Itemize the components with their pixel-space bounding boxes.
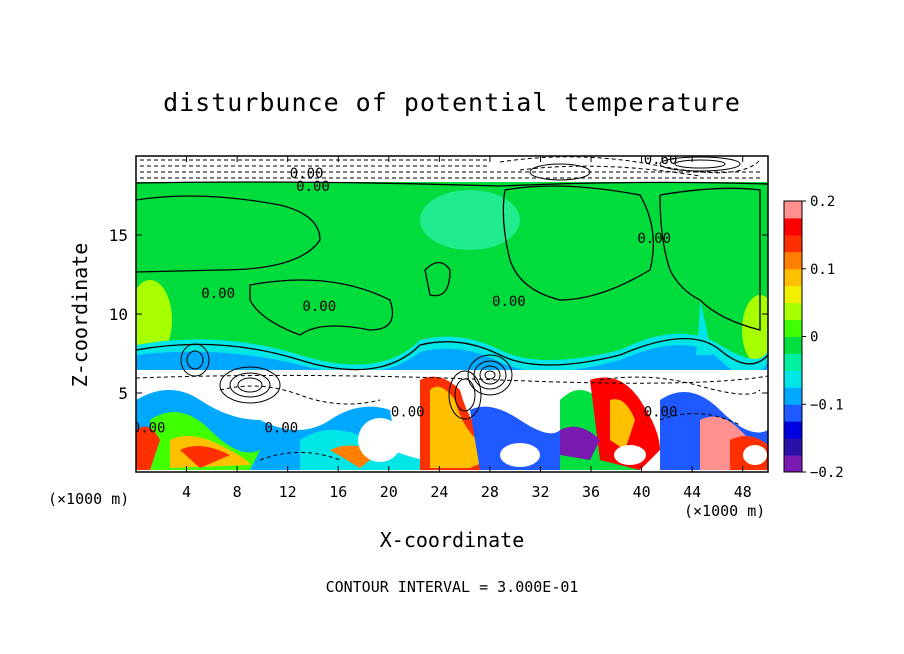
- colorbar-swatch: [784, 302, 802, 321]
- contour-label: 0.00: [290, 166, 324, 182]
- colorbar-swatch: [784, 421, 802, 439]
- contour-label: 0.00: [302, 299, 336, 315]
- chart-title: disturbunce of potential temperature: [163, 88, 741, 117]
- contour-label: 0.00: [201, 286, 235, 302]
- y-axis-ticks: 5 10 15: [109, 226, 768, 403]
- x-tick-label: 8: [233, 483, 242, 501]
- colorbar-swatch: [784, 234, 802, 253]
- y-tick-label: 10: [109, 305, 128, 324]
- lower-blob-4: [180, 446, 230, 468]
- colorbar-swatch: [784, 251, 802, 270]
- contour-line: [136, 181, 768, 187]
- lower-blob-12: [610, 399, 635, 450]
- x-unit-label-left: (×1000 m): [48, 490, 130, 508]
- contour-label: 0.60: [644, 152, 678, 168]
- x-tick-label: 20: [380, 483, 398, 501]
- eddy-3: [614, 445, 646, 465]
- colorbar-swatch: [784, 217, 802, 236]
- eddy-contours: [180, 156, 741, 420]
- contour-interval-note: CONTOUR INTERVAL = 3.000E-01: [325, 578, 579, 596]
- colorbar-tick-label: −0.2: [810, 465, 844, 481]
- contour-label: 0.00: [492, 294, 526, 310]
- x-tick-label: 24: [430, 483, 448, 501]
- cyan-plume: [696, 300, 712, 355]
- colorbar-swatch: [784, 336, 802, 354]
- contour-label: 0.00: [391, 405, 425, 421]
- x-tick-label: 16: [329, 483, 347, 501]
- contour-label: 0.00: [265, 421, 299, 437]
- colorbar-swatch: [784, 285, 802, 304]
- y-tick-label: 5: [118, 384, 128, 403]
- contour-line: [249, 279, 394, 336]
- left-yellow-patch: [136, 280, 172, 360]
- eddy-4: [743, 445, 767, 465]
- contour-line: [136, 337, 768, 371]
- colorbar-tick-label: 0.2: [810, 194, 835, 210]
- x-tick-label: 40: [633, 483, 651, 501]
- right-yellow-patch: [742, 295, 768, 365]
- colorbar-swatch: [784, 319, 802, 337]
- colorbar-swatch: [784, 370, 802, 388]
- y-tick-label: 15: [109, 226, 128, 245]
- colorbar: 0.2 0.1 0 −0.1 −0.2: [783, 194, 844, 481]
- temperature-field: 0.600.000.000.000.00 0.000.000.000.000.00…: [132, 152, 768, 472]
- colorbar-swatch: [784, 387, 802, 405]
- colorbar-swatch: [784, 353, 802, 371]
- contour-line: [502, 185, 654, 301]
- lower-blob-17: [136, 426, 160, 470]
- colorbar-tick-label: −0.1: [810, 397, 844, 413]
- x-tick-label: 28: [481, 483, 499, 501]
- zero-contours: [136, 181, 768, 371]
- contour-line: [659, 187, 761, 331]
- x-tick-label: 44: [683, 483, 701, 501]
- contour-label: 0.00: [132, 421, 166, 437]
- lower-blob-16: [560, 426, 600, 460]
- negative-contours: [136, 374, 768, 461]
- cyan-patch: [420, 190, 520, 250]
- eddy-1: [358, 418, 402, 462]
- x-tick-label: 36: [582, 483, 600, 501]
- eddy-2: [500, 443, 540, 467]
- blue-wave-band: [136, 345, 768, 376]
- colorbar-tick-label: 0: [810, 330, 818, 346]
- x-unit-label-right: (×1000 m): [684, 502, 766, 520]
- colorbar-swatch: [784, 404, 802, 422]
- x-axis-ticks: 4 8 12 16 20 24 28 32 36 40 44 48: [182, 156, 752, 501]
- x-tick-label: 48: [734, 483, 752, 501]
- x-tick-label: 4: [182, 483, 191, 501]
- x-tick-label: 32: [531, 483, 549, 501]
- colorbar-swatch: [784, 455, 802, 473]
- colorbar-tick-label: 0.1: [810, 262, 835, 278]
- colorbar-swatch: [784, 201, 802, 219]
- colorbar-swatch: [784, 268, 802, 287]
- contour-label-group: 0.600.000.000.000.00 0.000.000.000.000.00…: [132, 152, 678, 437]
- x-tick-label: 12: [279, 483, 297, 501]
- upper-boundary-contours: [140, 156, 761, 179]
- colorbar-swatch: [784, 438, 802, 456]
- x-axis-label: X-coordinate: [379, 528, 525, 552]
- contour-label: 0.00: [296, 179, 330, 195]
- contour-line: [136, 195, 321, 273]
- contour-label: 0.00: [644, 405, 678, 421]
- contour-line: [424, 261, 451, 297]
- contour-label: 0.00: [637, 231, 671, 247]
